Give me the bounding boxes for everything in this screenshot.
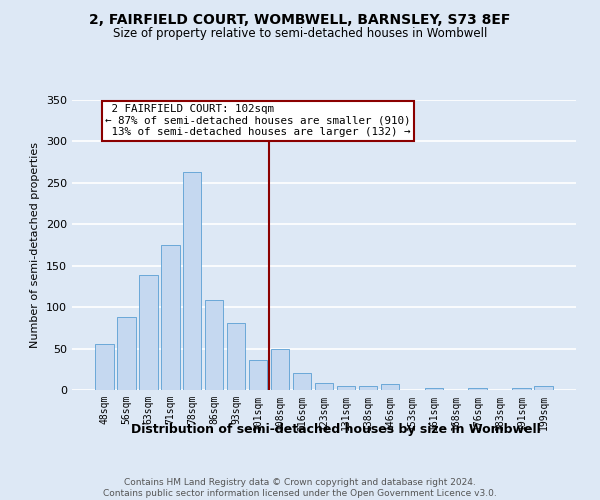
Text: Distribution of semi-detached houses by size in Wombwell: Distribution of semi-detached houses by … [131,422,541,436]
Y-axis label: Number of semi-detached properties: Number of semi-detached properties [31,142,40,348]
Bar [95,344,113,390]
Bar [535,386,553,390]
Text: 2, FAIRFIELD COURT, WOMBWELL, BARNSLEY, S73 8EF: 2, FAIRFIELD COURT, WOMBWELL, BARNSLEY, … [89,12,511,26]
Bar [314,382,334,390]
Bar [139,275,158,390]
Text: 2 FAIRFIELD COURT: 102sqm
← 87% of semi-detached houses are smaller (910)
 13% o: 2 FAIRFIELD COURT: 102sqm ← 87% of semi-… [106,104,411,138]
Text: Contains HM Land Registry data © Crown copyright and database right 2024.
Contai: Contains HM Land Registry data © Crown c… [103,478,497,498]
Bar [205,300,223,390]
Bar [183,172,202,390]
Bar [293,372,311,390]
Bar [161,245,179,390]
Bar [380,384,399,390]
Text: Size of property relative to semi-detached houses in Wombwell: Size of property relative to semi-detach… [113,28,487,40]
Bar [469,388,487,390]
Bar [425,388,443,390]
Bar [512,388,531,390]
Bar [249,360,268,390]
Bar [227,323,245,390]
Bar [117,317,136,390]
Bar [359,386,377,390]
Bar [337,386,355,390]
Bar [271,350,289,390]
